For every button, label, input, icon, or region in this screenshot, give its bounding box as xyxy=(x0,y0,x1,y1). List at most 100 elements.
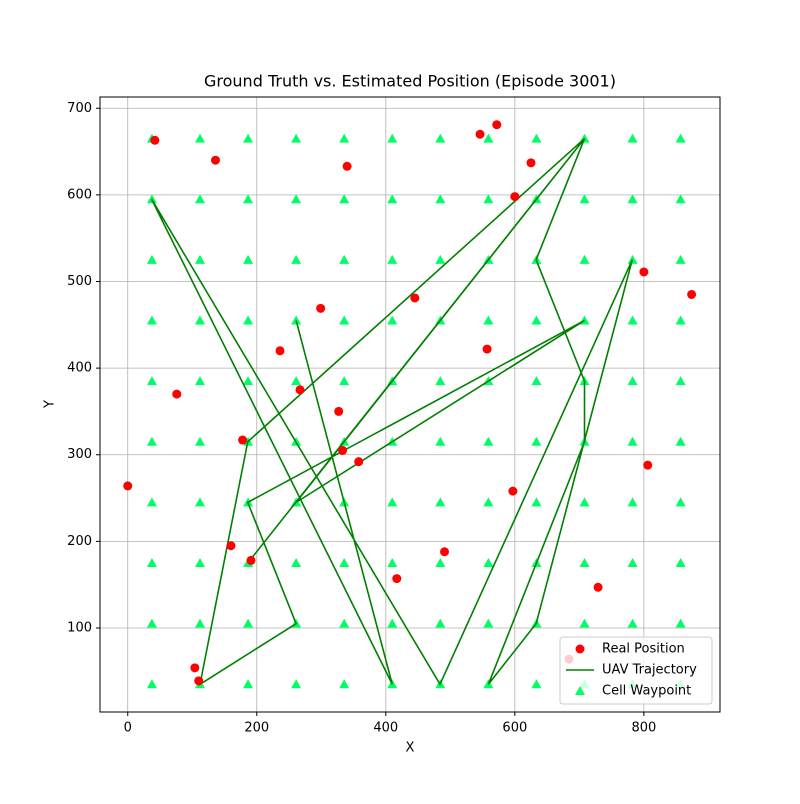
chart-title: Ground Truth vs. Estimated Position (Epi… xyxy=(204,72,616,91)
waypoint-marker xyxy=(339,558,350,568)
waypoint-marker xyxy=(627,315,638,325)
waypoint-marker xyxy=(627,133,638,143)
waypoint-marker xyxy=(531,376,542,386)
real-position-point xyxy=(275,346,285,356)
x-tick-label: 200 xyxy=(244,721,269,736)
real-position-point xyxy=(508,486,518,496)
waypoint-marker xyxy=(291,315,302,325)
waypoint-marker xyxy=(146,194,157,204)
y-tick-label: 300 xyxy=(67,447,92,462)
y-tick-label: 400 xyxy=(67,361,92,376)
legend-marker xyxy=(575,686,585,695)
real-position-point xyxy=(510,192,520,202)
waypoint-marker xyxy=(243,194,254,204)
waypoint-marker xyxy=(531,315,542,325)
waypoint-marker xyxy=(435,194,446,204)
waypoint-marker xyxy=(627,618,638,628)
waypoint-marker xyxy=(627,194,638,204)
waypoint-marker xyxy=(675,436,686,446)
waypoint-marker xyxy=(146,497,157,507)
waypoint-marker xyxy=(675,133,686,143)
waypoint-marker xyxy=(387,618,398,628)
waypoint-marker xyxy=(531,679,542,689)
waypoint-marker xyxy=(195,133,205,143)
waypoint-marker xyxy=(483,497,494,507)
waypoint-marker xyxy=(531,133,542,143)
waypoint-marker xyxy=(531,436,542,446)
real-position-point xyxy=(440,547,450,557)
legend-marker xyxy=(575,644,585,654)
waypoint-marker xyxy=(435,133,446,143)
legend-label: Cell Waypoint xyxy=(602,684,691,699)
real-position-point xyxy=(172,389,182,399)
waypoint-marker xyxy=(579,254,590,264)
waypoint-marker xyxy=(675,315,686,325)
waypoint-marker xyxy=(195,194,205,204)
trajectory-line xyxy=(150,137,634,687)
real-position-point xyxy=(334,406,344,416)
x-tick-label: 800 xyxy=(631,721,656,736)
waypoint-marker xyxy=(195,376,205,386)
waypoint-marker xyxy=(195,436,205,446)
waypoint-marker xyxy=(146,376,157,386)
real-position-point xyxy=(593,582,603,592)
real-position-point xyxy=(246,555,256,565)
real-position-point xyxy=(210,155,220,165)
real-position-point xyxy=(639,267,649,277)
waypoint-marker xyxy=(483,618,494,628)
waypoint-marker xyxy=(627,436,638,446)
waypoint-marker xyxy=(435,376,446,386)
waypoint-marker xyxy=(675,618,686,628)
waypoint-marker xyxy=(195,558,205,568)
waypoint-marker xyxy=(387,558,398,568)
waypoint-marker xyxy=(195,618,205,628)
waypoint-marker xyxy=(435,254,446,264)
real-position-point xyxy=(238,435,248,445)
waypoint-marker xyxy=(291,376,302,386)
waypoint-marker xyxy=(675,558,686,568)
waypoint-marker xyxy=(387,315,398,325)
waypoint-marker xyxy=(146,558,157,568)
real-position-point xyxy=(687,289,697,299)
real-position-point xyxy=(354,457,364,467)
waypoint-marker xyxy=(243,376,254,386)
waypoint-marker xyxy=(627,254,638,264)
waypoint-marker xyxy=(627,376,638,386)
waypoint-marker xyxy=(435,497,446,507)
plot-frame xyxy=(99,96,721,713)
waypoint-marker xyxy=(291,133,302,143)
waypoint-marker xyxy=(435,558,446,568)
legend-box xyxy=(559,636,713,705)
waypoint-marker xyxy=(435,618,446,628)
y-tick-label: 100 xyxy=(67,620,92,635)
real-position-point xyxy=(410,293,420,303)
waypoint-marker xyxy=(339,254,350,264)
waypoint-marker xyxy=(675,194,686,204)
real-position-point xyxy=(194,676,204,686)
waypoint-marker xyxy=(387,133,398,143)
y-tick-label: 700 xyxy=(67,101,92,116)
real-position-point xyxy=(190,663,200,673)
x-tick-label: 400 xyxy=(373,721,398,736)
waypoint-marker xyxy=(387,254,398,264)
waypoint-marker xyxy=(339,679,350,689)
waypoint-marker xyxy=(627,558,638,568)
real-position-point xyxy=(475,129,485,139)
waypoint-marker xyxy=(243,254,254,264)
waypoint-marker xyxy=(579,194,590,204)
x-tick-label: 0 xyxy=(124,721,132,736)
y-tick-label: 200 xyxy=(67,534,92,549)
x-axis-label: X xyxy=(406,741,415,756)
waypoint-marker xyxy=(291,194,302,204)
waypoint-marker xyxy=(339,315,350,325)
waypoint-marker xyxy=(146,679,157,689)
waypoint-marker xyxy=(483,436,494,446)
legend-label: UAV Trajectory xyxy=(602,663,697,678)
waypoint-marker xyxy=(195,254,205,264)
waypoint-marker xyxy=(195,315,205,325)
waypoint-marker xyxy=(579,558,590,568)
real-position-point xyxy=(492,120,502,130)
waypoint-marker xyxy=(627,497,638,507)
waypoint-marker xyxy=(146,315,157,325)
waypoint-marker xyxy=(435,436,446,446)
